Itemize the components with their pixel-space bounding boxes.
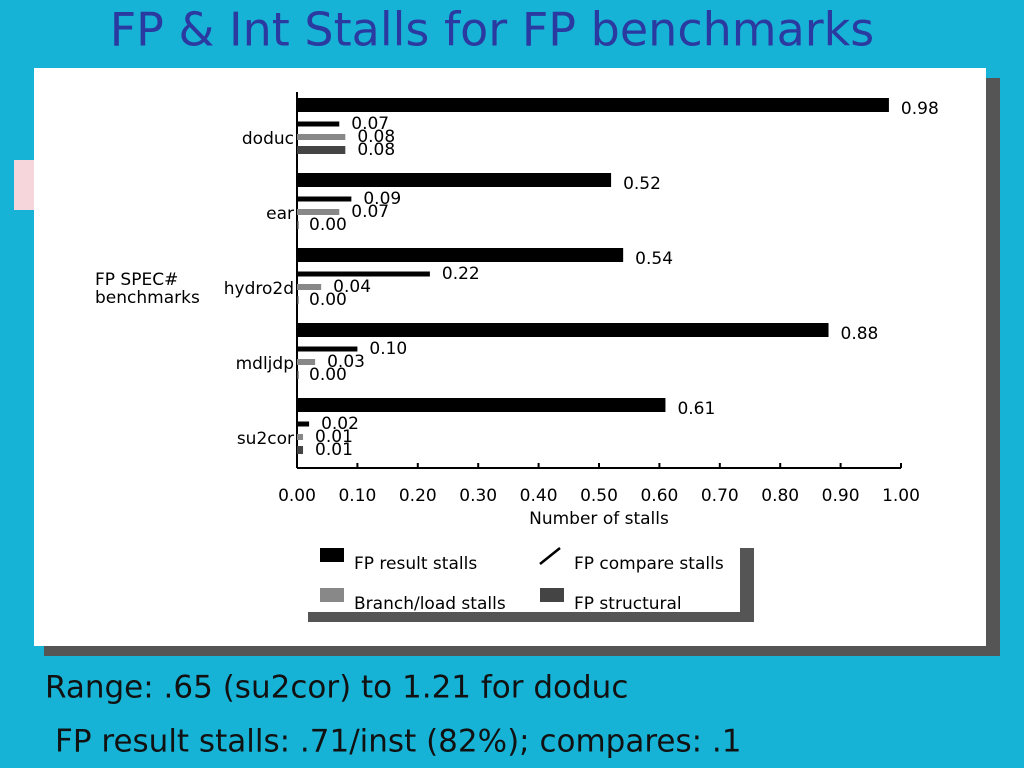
bar [297,434,304,440]
bar [297,296,299,304]
value-label: 0.00 [309,365,347,385]
legend-label: FP result stalls [354,554,477,574]
value-label: 0.08 [357,127,395,147]
value-label: 0.03 [327,352,365,372]
bar [297,323,829,337]
chart: 0.00 0.10 0.20 0.30 0.40 0.50 0.60 0.70 0.80 0.90… [95,92,939,614]
value-label: 0.07 [351,114,389,134]
value-label: 0.02 [321,414,359,434]
value-label: 0.00 [309,215,347,235]
bar [297,346,358,352]
value-label: 0.88 [841,324,879,344]
legend-swatch [320,548,344,562]
bar [297,173,612,187]
bar [297,196,352,202]
value-label: 0.52 [623,174,661,194]
x-axis-label: Number of stalls [529,509,669,529]
value-label: 0.01 [315,440,353,460]
value-label: 0.61 [677,399,715,419]
y-axis-label: FP SPEC# [95,270,178,290]
legend-swatch [320,588,344,602]
legend-label: FP structural [574,594,682,614]
note: FP result stalls: .71/inst (82%); compar… [55,724,742,760]
decoration [14,160,36,210]
value-label: 0.04 [333,277,371,297]
x-tick-label: 0.60 [640,486,678,506]
note: Range: .65 (su2cor) to 1.21 for doduc [45,670,628,706]
legend-swatch [539,547,561,565]
bar [297,398,666,412]
legend-box [300,540,740,612]
legend-label: Branch/load stalls [354,594,506,614]
bar [297,121,340,127]
value-label: 0.98 [901,99,939,119]
y-axis-label: benchmarks [95,288,200,308]
y-tick-label: ear [266,204,294,224]
x-tick-label: 0.50 [580,486,618,506]
y-tick-label: hydro2d [224,279,294,299]
bar [297,146,346,154]
y-tick-label: su2cor [237,429,294,449]
x-tick-label: 0.20 [399,486,437,506]
value-label: 0.00 [309,290,347,310]
x-tick-label: 0.40 [520,486,558,506]
x-tick-label: 0.00 [278,486,316,506]
bar [297,284,322,290]
bar [297,98,889,112]
bar [297,271,430,277]
value-label: 0.09 [363,189,401,209]
bar [297,209,340,215]
legend-label: FP compare stalls [574,554,724,574]
x-tick-label: 1.00 [882,486,920,506]
bar [297,248,624,262]
value-label: 0.07 [351,202,389,222]
x-tick-label: 0.30 [459,486,497,506]
value-label: 0.01 [315,427,353,447]
y-tick-label: mdljdp [236,354,294,374]
x-tick-label: 0.70 [701,486,739,506]
y-tick-label: doduc [242,129,294,149]
slide-title: FP & Int Stalls for FP benchmarks [110,3,875,57]
value-label: 0.08 [357,140,395,160]
value-label: 0.22 [442,264,480,284]
value-label: 0.54 [635,249,673,269]
bar [297,371,299,379]
x-tick-label: 0.90 [822,486,860,506]
bar [297,221,299,229]
legend-swatch [540,588,564,602]
x-tick-label: 0.80 [761,486,799,506]
bar [297,134,346,140]
x-tick-label: 0.10 [338,486,376,506]
bar [297,446,304,454]
bar [297,421,310,427]
value-label: 0.10 [369,339,407,359]
bar [297,359,316,365]
